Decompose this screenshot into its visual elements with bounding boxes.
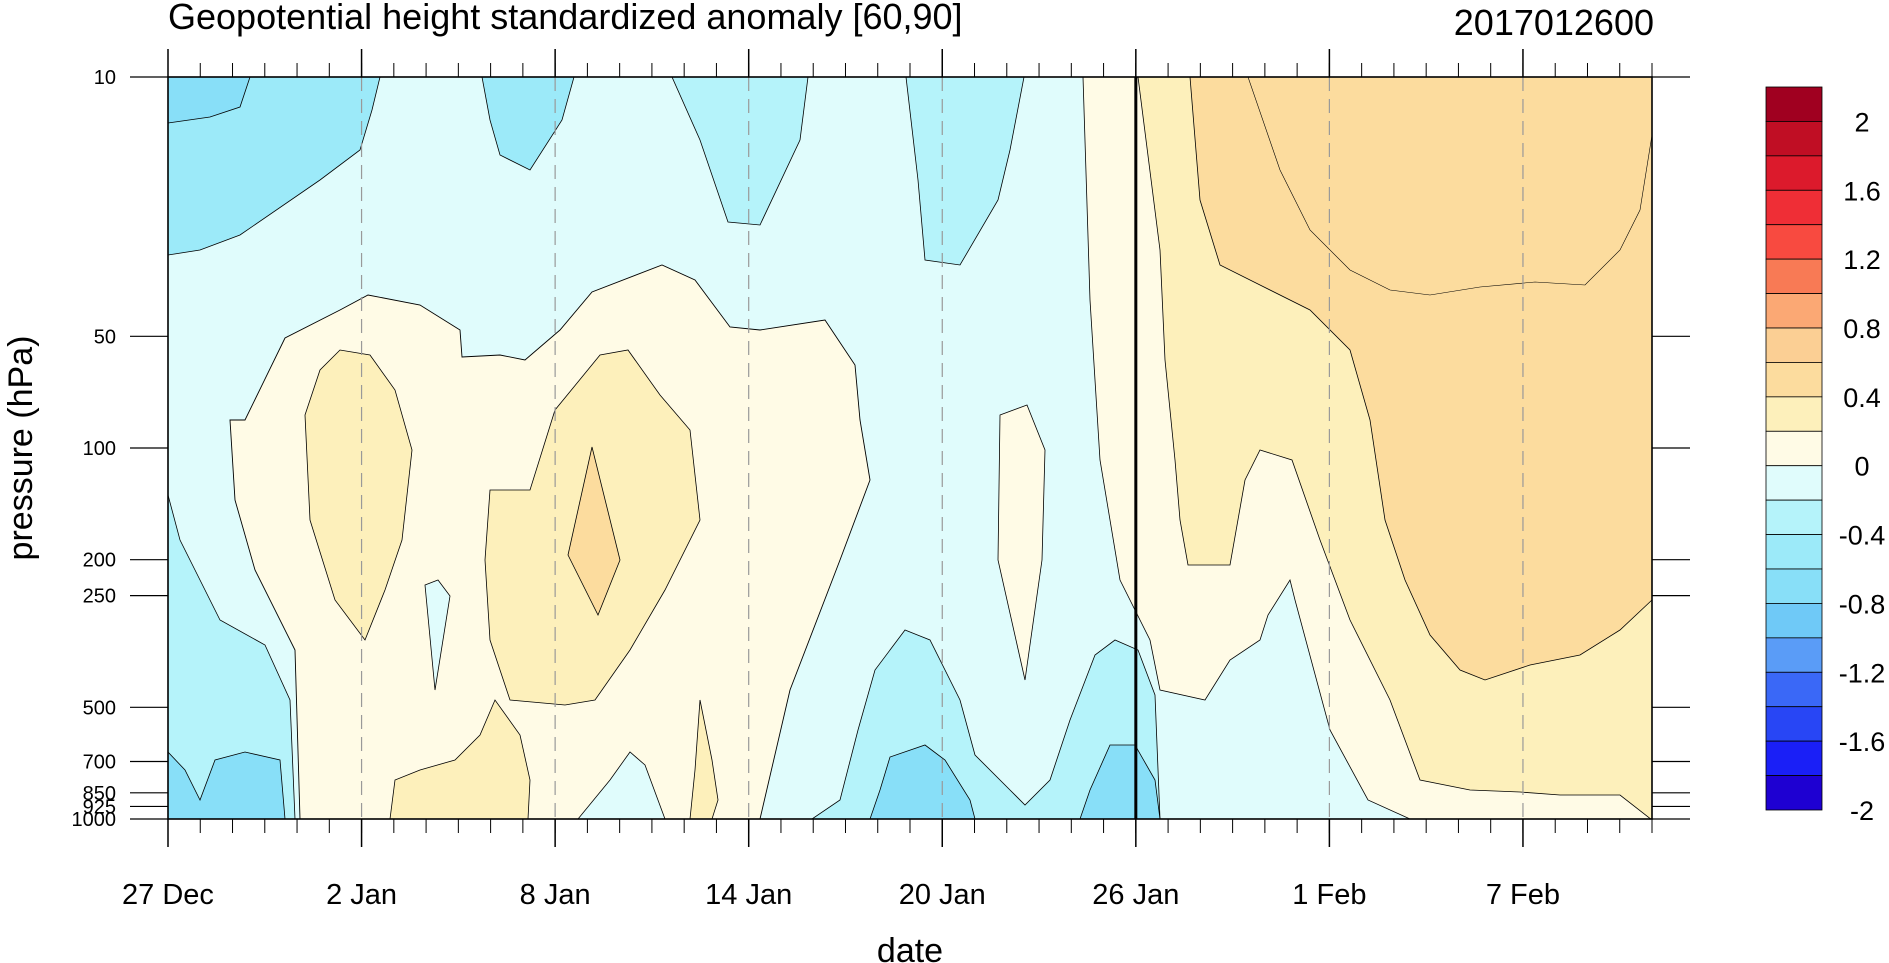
y-tick-label: 1000 (72, 809, 117, 831)
x-tick-label: 27 Dec (122, 879, 214, 911)
contour-neg2-top-left (168, 77, 381, 256)
colorbar-swatch (1765, 603, 1823, 639)
y-tick-label: 100 (83, 438, 116, 460)
contour-pos3-jan8 (567, 446, 621, 616)
colorbar-swatch (1765, 224, 1823, 260)
x-tick-label: 7 Feb (1486, 879, 1560, 911)
y-tick-label: 500 (83, 697, 116, 719)
colorbar-swatch (1765, 706, 1823, 742)
x-tick-label: 14 Jan (705, 879, 792, 911)
colorbar-label: -2 (1850, 796, 1874, 826)
x-axis-title: date (877, 932, 943, 963)
colorbar-swatch (1765, 775, 1823, 811)
colorbar-swatch (1765, 396, 1823, 432)
contour-pos2-bottom-jan3 (389, 699, 531, 819)
colorbar-label: 1.6 (1843, 176, 1881, 206)
colorbar-swatch (1765, 293, 1823, 329)
contour-neg3-top-left (168, 77, 251, 124)
x-tick-labels: 27 Dec 2 Jan 8 Jan 14 Jan 20 Jan 26 Jan 1 Feb 7… (122, 879, 1560, 911)
colorbar-swatch (1765, 121, 1823, 157)
colorbar-swatch (1765, 568, 1823, 604)
x-tick-label: 26 Jan (1092, 879, 1179, 911)
contour-field (168, 77, 1652, 819)
colorbar-swatch (1765, 637, 1823, 673)
colorbar-swatch (1765, 258, 1823, 294)
x-tick-label: 8 Jan (520, 879, 591, 911)
x-tick-label: 2 Jan (326, 879, 397, 911)
colorbar-swatch (1765, 465, 1823, 501)
contour-neg-jan20-top (905, 77, 1025, 266)
contour-neg-jan8-top (481, 77, 575, 171)
y-tick-label: 250 (83, 586, 116, 608)
date-tag: 2017012600 (1454, 2, 1654, 43)
colorbar-label: 0.8 (1843, 314, 1881, 344)
colorbar-swatch (1765, 740, 1823, 776)
colorbar-label: -1.6 (1839, 727, 1886, 757)
colorbar-label: -1.2 (1839, 658, 1886, 688)
y-tick-label: 700 (83, 752, 116, 774)
colorbar-label: -0.4 (1839, 521, 1886, 551)
colorbar-swatch (1765, 534, 1823, 570)
contour-neg-jan14-top (671, 77, 809, 226)
contour-neg-bottom-jan10 (577, 751, 666, 819)
colorbar-swatch (1765, 362, 1823, 398)
contour-neg2-bottom-jan18 (869, 744, 976, 819)
contour-neg-bottom-left (168, 494, 296, 819)
y-tick-label: 10 (94, 67, 116, 89)
colorbar-swatch (1765, 86, 1823, 122)
colorbar-label: -0.8 (1839, 589, 1886, 619)
contour-pos2-bottom-jan12 (689, 699, 719, 819)
colorbar (1765, 86, 1823, 811)
y-tick-label: 925 (83, 796, 116, 818)
contour-neg2-bottom-left (168, 751, 286, 819)
colorbar-swatch (1765, 189, 1823, 226)
colorbar-label: 1.2 (1843, 245, 1881, 275)
colorbar-label: 0 (1854, 452, 1869, 482)
colorbar-label: 0.4 (1843, 383, 1881, 413)
y-tick-label: 200 (83, 550, 116, 572)
chart-title: Geopotential height standardized anomaly… (168, 0, 963, 37)
colorbar-label: 2 (1854, 107, 1869, 137)
colorbar-swatch (1765, 499, 1823, 535)
y-axis-title: pressure (hPa) (2, 336, 40, 561)
x-tick-label: 20 Jan (899, 879, 986, 911)
contour-spike-jan22 (997, 404, 1046, 681)
contour-spike-jan4 (424, 579, 451, 691)
y-tick-label: 50 (94, 326, 116, 348)
colorbar-swatch (1765, 671, 1823, 708)
y-tick-label: 850 (83, 783, 116, 805)
colorbar-swatch (1765, 430, 1823, 467)
y-ticks (130, 76, 1690, 820)
colorbar-swatch (1765, 327, 1823, 363)
x-minor-ticks (167, 63, 1653, 833)
colorbar-labels: 2 1.6 1.2 0.8 0.4 0 -0.4 -0.8 -1.2 -1.6 -2 (1839, 107, 1886, 826)
plot-frame (167, 76, 1653, 820)
contour-pos3-inner-top (1247, 77, 1652, 296)
x-tick-label: 1 Feb (1292, 879, 1366, 911)
colorbar-swatch (1765, 155, 1823, 191)
contour-pos2-jan2 (304, 349, 413, 641)
